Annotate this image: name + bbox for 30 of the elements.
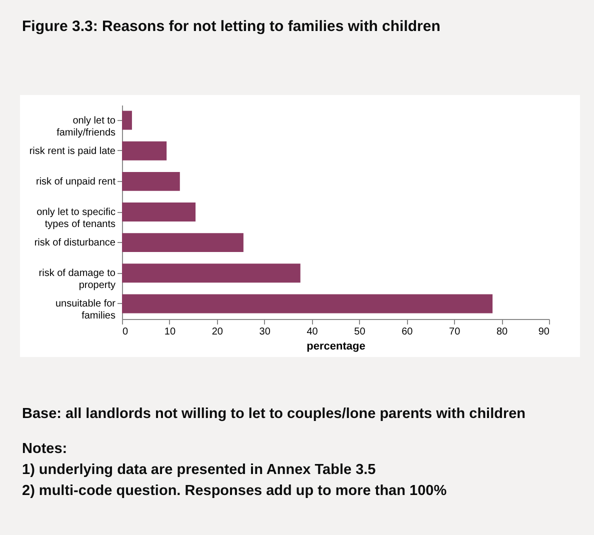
text: Base: all landlords not willing to let to couples/lone parents with children — [22, 405, 526, 424]
text: Notes: — [22, 440, 68, 459]
x-tick-label: 50 — [354, 326, 366, 338]
x-tick-label: 80 — [496, 326, 508, 338]
x-tick-label: 40 — [306, 326, 318, 338]
text: 1) underlying data are presented in Annex Table 3.5 — [22, 461, 377, 480]
bar — [122, 172, 180, 191]
x-tick-label: 60 — [402, 326, 414, 338]
bar — [122, 202, 196, 222]
bar — [122, 233, 244, 252]
x-tick-label: 0 — [122, 326, 128, 338]
x-tick-label: 90 — [538, 326, 550, 338]
x-tick-label: 10 — [164, 326, 176, 338]
y-tick-label: risk rent is paid late — [29, 146, 116, 157]
x-tick-label: 70 — [449, 326, 461, 338]
bar — [122, 294, 493, 314]
x-tick-label: 30 — [259, 326, 271, 338]
x-tick-label: 20 — [212, 326, 224, 338]
text: 2) multi-code question. Responses add up to more than 100% — [22, 482, 448, 501]
x-axis-title: percentage — [306, 340, 366, 352]
bar — [122, 141, 167, 160]
chart-title: Figure 3.3: Reasons for not letting to families with children — [22, 18, 440, 35]
y-tick-label: only let to family/friends — [56, 115, 116, 138]
bar — [122, 264, 300, 283]
y-tick-label: risk of disturbance — [34, 238, 116, 249]
y-tick-label: risk of damage to property — [38, 268, 116, 292]
y-tick-label: risk of unpaid rent — [36, 176, 116, 188]
bar — [122, 110, 132, 130]
y-tick-label: unsuitable for families — [55, 298, 116, 322]
y-tick-label: only let to specific types of tenants — [36, 207, 116, 230]
